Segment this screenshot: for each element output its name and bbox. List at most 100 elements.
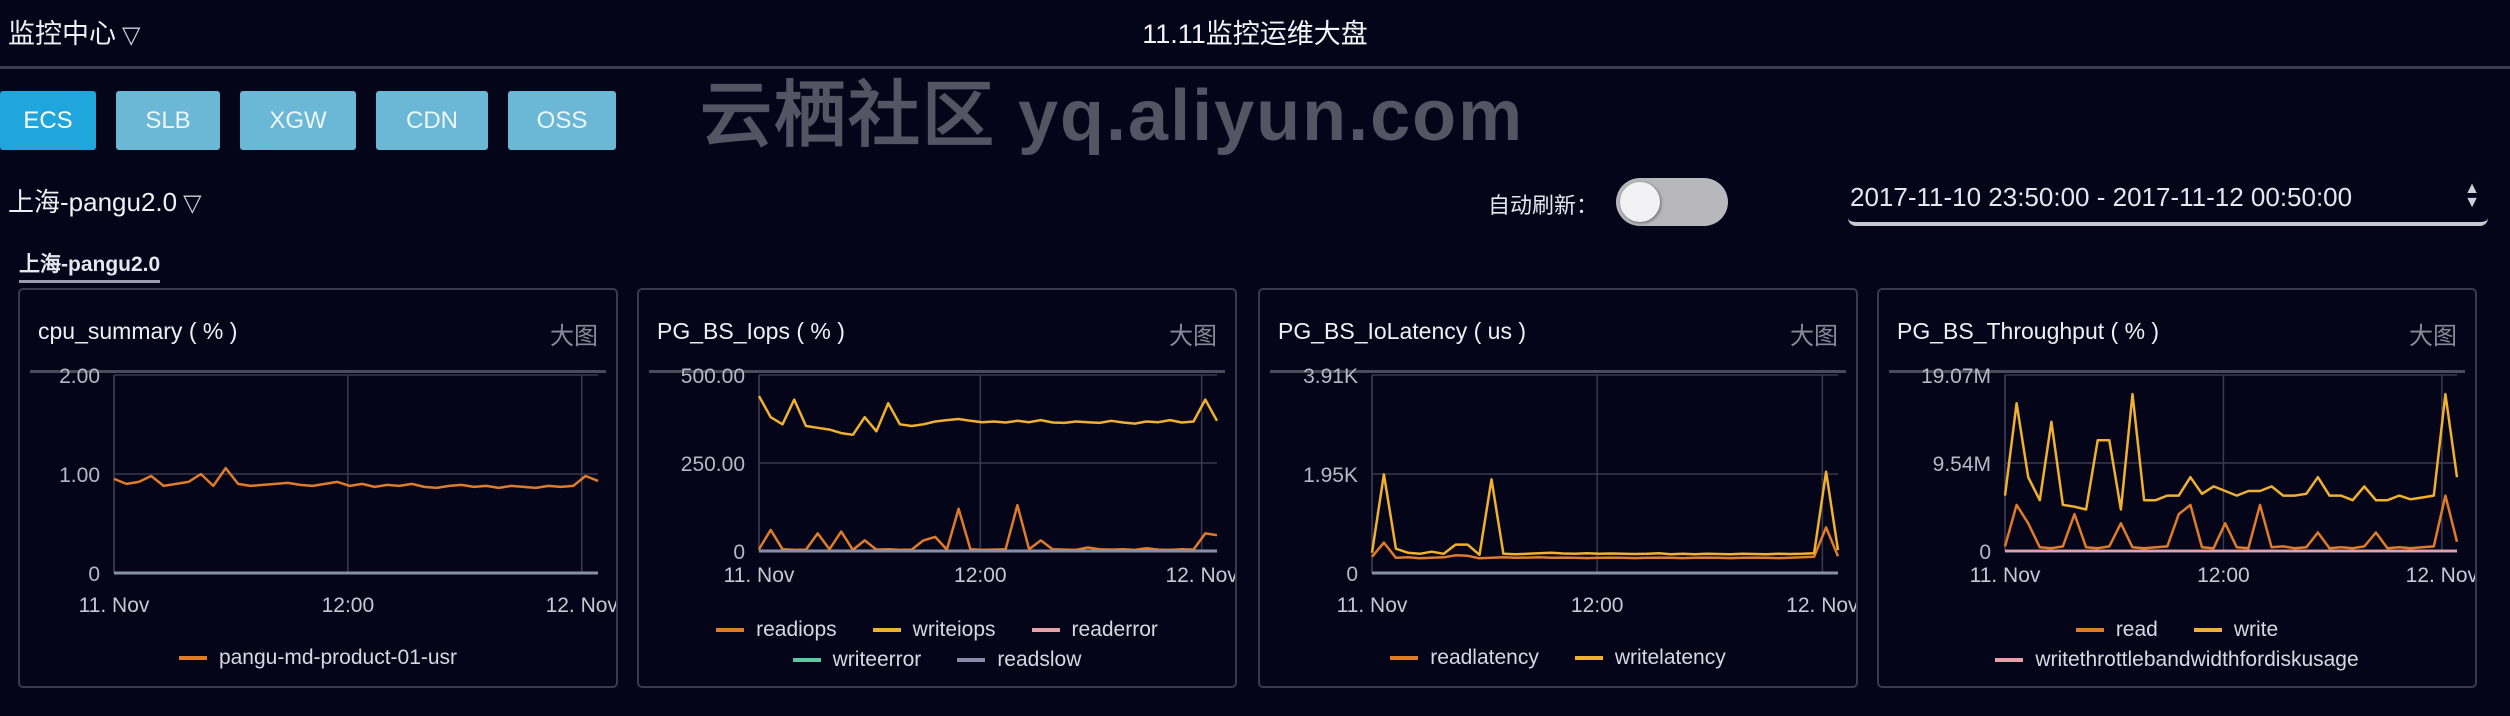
tab-xgw[interactable]: XGW — [240, 91, 356, 150]
legend-item-read[interactable]: read — [2075, 618, 2158, 642]
legend-swatch — [1031, 628, 1060, 632]
legend-label: pangu-md-product-01-usr — [218, 646, 458, 669]
legend-swatch — [957, 658, 986, 662]
legend-item-readslow[interactable]: readslow — [957, 648, 1081, 672]
y-tick-label: 19.07M — [1921, 365, 1991, 388]
app-menu-dropdown[interactable]: 监控中心 ▽ — [8, 12, 140, 51]
region-dropdown[interactable]: 上海-pangu2.0 ▽ — [8, 182, 202, 219]
legend-item-readlatency[interactable]: readlatency — [1390, 646, 1539, 670]
watermark-logo: 云栖社区 yq.aliyun.com — [700, 76, 1525, 156]
x-tick-label: 11. Nov — [79, 594, 150, 617]
legend-swatch — [716, 628, 745, 632]
legend-label: write — [2233, 618, 2279, 641]
big-view-link[interactable]: 大图 — [550, 323, 598, 350]
x-tick-label: 12. Nov — [2406, 564, 2475, 587]
y-tick-label: 0 — [733, 541, 745, 564]
legend-swatch — [2193, 628, 2222, 632]
y-tick-label: 500.00 — [681, 365, 745, 388]
panel-header: PG_BS_Throughput ( % ) 大图 — [1889, 290, 2465, 373]
legend-swatch — [792, 658, 821, 662]
chart-svg: 0 9.54M 19.07M 11. Nov 12:00 12. Nov — [1921, 365, 2475, 587]
chart-svg: 0 1.00 2.00 11. Nov 12:00 12. Nov — [59, 365, 616, 617]
series-line-writeiops — [757, 395, 1219, 437]
y-tick-label: 0 — [1979, 541, 1991, 564]
series-line-writelatency — [1370, 470, 1840, 557]
chart-legend: readiops writeiops readerror writeerror read… — [679, 618, 1195, 672]
chart-legend: pangu-md-product-01-usr — [60, 646, 576, 670]
legend-swatch — [1390, 656, 1419, 660]
big-view-link[interactable]: 大图 — [1790, 323, 1838, 350]
auto-refresh-label: 自动刷新： — [1488, 193, 1599, 218]
chart-svg: 0 250.00 500.00 11. Nov 12:00 12. Nov — [681, 365, 1235, 587]
y-tick-label: 2.00 — [59, 365, 100, 388]
x-tick-label: 12. Nov — [1165, 564, 1235, 587]
legend-item-writeiops[interactable]: writeiops — [872, 618, 996, 642]
x-tick-label: 12. Nov — [546, 594, 616, 617]
y-tick-label: 1.00 — [59, 464, 100, 487]
legend-item-write[interactable]: write — [2193, 618, 2279, 642]
x-tick-label: 12:00 — [2197, 564, 2250, 587]
chart-panel-io-latency: PG_BS_IoLatency ( us ) 大图 0 1.95K 3.91K 11.… — [1258, 288, 1858, 688]
series-line-read — [2003, 494, 2459, 550]
legend-label: read — [2115, 618, 2158, 641]
app-menu-label: 监控中心 — [8, 19, 116, 49]
x-tick-label: 11. Nov — [1970, 564, 2041, 587]
region-label: 上海-pangu2.0 — [8, 187, 178, 217]
legend-item-writeerror[interactable]: writeerror — [792, 648, 922, 672]
auto-refresh-toggle[interactable] — [1616, 178, 1728, 226]
select-arrows-icon: ▲ ▼ — [2464, 180, 2480, 211]
legend-label: readiops — [756, 618, 837, 641]
chart-panel-cpu-summary: cpu_summary ( % ) 大图 0 1.00 2.00 11. Nov 12:… — [18, 288, 618, 688]
series-line-readlatency — [1371, 526, 1840, 560]
legend-swatch — [1995, 658, 2024, 662]
x-tick-label: 12:00 — [322, 594, 375, 617]
x-tick-label: 12:00 — [1571, 594, 1624, 617]
x-tick-label: 11. Nov — [1337, 594, 1408, 617]
series-line-write — [2003, 392, 2459, 511]
y-tick-label: 1.95K — [1303, 464, 1358, 487]
legend-item-pangu-md-product-01-usr[interactable]: pangu-md-product-01-usr — [178, 646, 458, 670]
y-tick-label: 0 — [88, 563, 100, 586]
y-tick-label: 0 — [1346, 563, 1358, 586]
legend-item-writethrottlebandwidthfordiskusage[interactable]: writethrottlebandwidthfordiskusage — [1995, 648, 2359, 672]
panel-title: cpu_summary ( % ) — [38, 318, 238, 344]
legend-swatch — [178, 656, 207, 660]
tab-slb[interactable]: SLB — [116, 91, 220, 150]
big-view-link[interactable]: 大图 — [1169, 323, 1217, 350]
chart-svg: 0 1.95K 3.91K 11. Nov 12:00 12. Nov — [1303, 365, 1856, 617]
chart-legend: readlatency writelatency — [1300, 646, 1816, 670]
chart-panel-throughput: PG_BS_Throughput ( % ) 大图 0 9.54M 19.07M 11… — [1877, 288, 2477, 688]
chart-panel-iops: PG_BS_Iops ( % ) 大图 0 250.00 500.00 11. Nov… — [637, 288, 1237, 688]
time-range-value: 2017-11-10 23:50:00 - 2017-11-12 00:50:0… — [1850, 182, 2353, 212]
series-line-pangu-md-product-01-usr — [113, 466, 599, 490]
time-range-select[interactable]: 2017-11-10 23:50:00 - 2017-11-12 00:50:0… — [1848, 176, 2488, 226]
legend-label: readslow — [997, 648, 1082, 671]
section-label: 上海-pangu2.0 — [19, 248, 161, 283]
panel-header: cpu_summary ( % ) 大图 — [30, 290, 606, 373]
panel-title: PG_BS_Iops ( % ) — [657, 318, 845, 344]
panel-header: PG_BS_IoLatency ( us ) 大图 — [1270, 290, 1846, 373]
tab-cdn[interactable]: CDN — [376, 91, 488, 150]
toggle-knob — [1620, 182, 1660, 222]
y-tick-label: 250.00 — [681, 453, 745, 476]
panel-header: PG_BS_Iops ( % ) 大图 — [649, 290, 1225, 373]
tab-ecs[interactable]: ECS — [0, 91, 96, 150]
page-title: 11.11监控运维大盘 — [1142, 19, 1368, 49]
triangle-down-icon: ▽ — [122, 22, 141, 49]
legend-swatch — [1574, 656, 1603, 660]
legend-label: writeerror — [832, 648, 922, 671]
series-line-readiops — [757, 503, 1218, 552]
tab-oss[interactable]: OSS — [508, 91, 616, 150]
legend-item-readerror[interactable]: readerror — [1031, 618, 1158, 642]
legend-label: readerror — [1071, 618, 1158, 641]
chart-legend: read write writethrottlebandwidthfordiskus… — [1919, 618, 2435, 672]
x-tick-label: 11. Nov — [724, 564, 795, 587]
big-view-link[interactable]: 大图 — [2409, 323, 2457, 350]
legend-label: readlatency — [1430, 646, 1539, 669]
legend-label: writelatency — [1614, 646, 1726, 669]
legend-label: writeiops — [912, 618, 996, 641]
legend-item-writelatency[interactable]: writelatency — [1574, 646, 1726, 670]
x-tick-label: 12. Nov — [1786, 594, 1856, 617]
legend-item-readiops[interactable]: readiops — [716, 618, 837, 642]
triangle-down-icon: ▽ — [183, 190, 202, 217]
